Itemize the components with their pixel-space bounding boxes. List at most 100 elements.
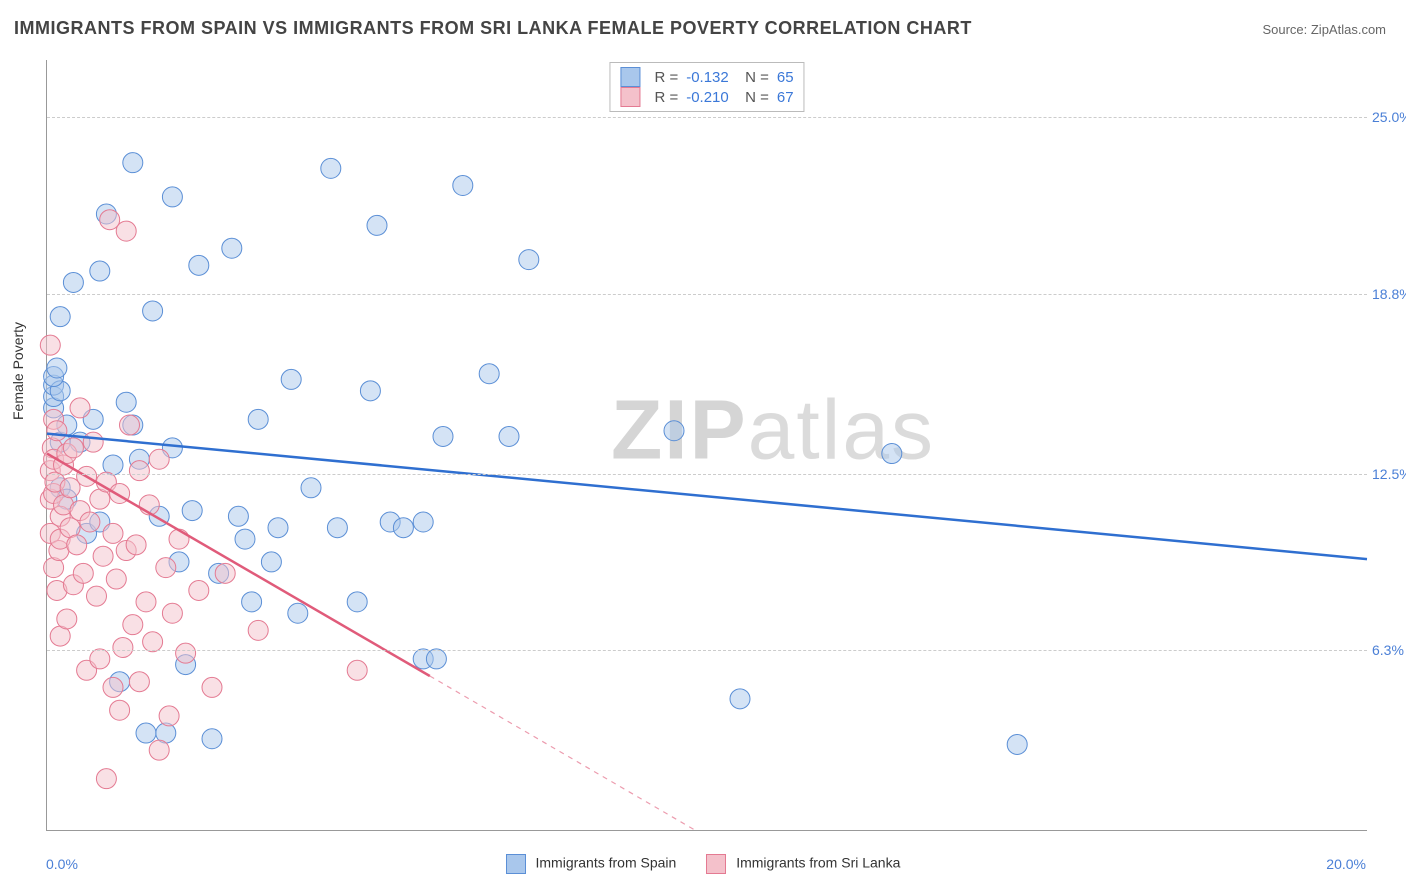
data-point — [664, 421, 684, 441]
data-point — [143, 632, 163, 652]
swatch-srilanka-icon — [620, 87, 640, 107]
data-point — [347, 592, 367, 612]
y-tick-label: 12.5% — [1372, 466, 1406, 482]
data-point — [80, 512, 100, 532]
trend-line-extrapolated — [430, 676, 695, 830]
data-point — [202, 677, 222, 697]
data-point — [222, 238, 242, 258]
data-point — [47, 421, 67, 441]
data-point — [228, 506, 248, 526]
r-value-spain: -0.132 — [686, 69, 729, 86]
r-label: R = — [654, 69, 678, 86]
legend-item-spain: Immigrants from Spain — [506, 854, 677, 874]
swatch-spain-icon — [506, 854, 526, 874]
data-point — [189, 580, 209, 600]
data-point — [248, 409, 268, 429]
data-point — [57, 609, 77, 629]
data-point — [156, 558, 176, 578]
data-point — [235, 529, 255, 549]
data-point — [261, 552, 281, 572]
data-point — [143, 301, 163, 321]
r-value-srilanka: -0.210 — [686, 89, 729, 106]
data-point — [202, 729, 222, 749]
data-point — [136, 723, 156, 743]
data-point — [169, 529, 189, 549]
data-point — [90, 261, 110, 281]
chart-plot-area: ZIPatlas R = -0.132 N = 65 R = -0.210 N … — [46, 60, 1367, 831]
data-point — [176, 643, 196, 663]
y-tick-label: 6.3% — [1372, 642, 1406, 658]
data-point — [268, 518, 288, 538]
data-point — [242, 592, 262, 612]
data-point — [96, 769, 116, 789]
data-point — [106, 569, 126, 589]
data-point — [288, 603, 308, 623]
n-label: N = — [737, 69, 769, 86]
source-label: Source: ZipAtlas.com — [1262, 22, 1386, 37]
data-point — [499, 426, 519, 446]
n-value-srilanka: 67 — [777, 89, 794, 106]
data-point — [730, 689, 750, 709]
data-point — [63, 272, 83, 292]
gridline — [47, 474, 1367, 475]
data-point — [73, 563, 93, 583]
gridline — [47, 650, 1367, 651]
data-point — [50, 307, 70, 327]
data-point — [136, 592, 156, 612]
data-point — [248, 620, 268, 640]
n-value-spain: 65 — [777, 69, 794, 86]
data-point — [47, 358, 67, 378]
data-point — [215, 563, 235, 583]
data-point — [367, 215, 387, 235]
data-point — [103, 677, 123, 697]
stats-row-srilanka: R = -0.210 N = 67 — [620, 87, 793, 107]
data-point — [162, 603, 182, 623]
data-point — [159, 706, 179, 726]
data-point — [40, 335, 60, 355]
data-point — [301, 478, 321, 498]
data-point — [116, 221, 136, 241]
data-point — [413, 512, 433, 532]
data-point — [321, 158, 341, 178]
scatter-svg — [47, 60, 1367, 830]
data-point — [83, 432, 103, 452]
data-point — [453, 175, 473, 195]
swatch-srilanka-icon — [706, 854, 726, 874]
stats-row-spain: R = -0.132 N = 65 — [620, 67, 793, 87]
data-point — [87, 586, 107, 606]
data-point — [189, 255, 209, 275]
data-point — [67, 535, 87, 555]
data-point — [129, 672, 149, 692]
bottom-legend: Immigrants from Spain Immigrants from Sr… — [0, 854, 1406, 874]
data-point — [116, 392, 136, 412]
legend-label-srilanka: Immigrants from Sri Lanka — [736, 855, 900, 871]
data-point — [433, 426, 453, 446]
legend-label-spain: Immigrants from Spain — [536, 855, 677, 871]
y-tick-label: 18.8% — [1372, 286, 1406, 302]
data-point — [63, 438, 83, 458]
data-point — [426, 649, 446, 669]
swatch-spain-icon — [620, 67, 640, 87]
data-point — [90, 649, 110, 669]
data-point — [129, 461, 149, 481]
data-point — [882, 444, 902, 464]
data-point — [123, 615, 143, 635]
data-point — [93, 546, 113, 566]
data-point — [70, 398, 90, 418]
data-point — [479, 364, 499, 384]
data-point — [281, 369, 301, 389]
data-point — [149, 449, 169, 469]
data-point — [182, 501, 202, 521]
stats-legend: R = -0.132 N = 65 R = -0.210 N = 67 — [609, 62, 804, 112]
legend-item-srilanka: Immigrants from Sri Lanka — [706, 854, 900, 874]
data-point — [347, 660, 367, 680]
data-point — [103, 523, 123, 543]
data-point — [393, 518, 413, 538]
data-point — [120, 415, 140, 435]
data-point — [110, 700, 130, 720]
data-point — [123, 153, 143, 173]
data-point — [360, 381, 380, 401]
r-label: R = — [654, 89, 678, 106]
data-point — [126, 535, 146, 555]
data-point — [162, 187, 182, 207]
